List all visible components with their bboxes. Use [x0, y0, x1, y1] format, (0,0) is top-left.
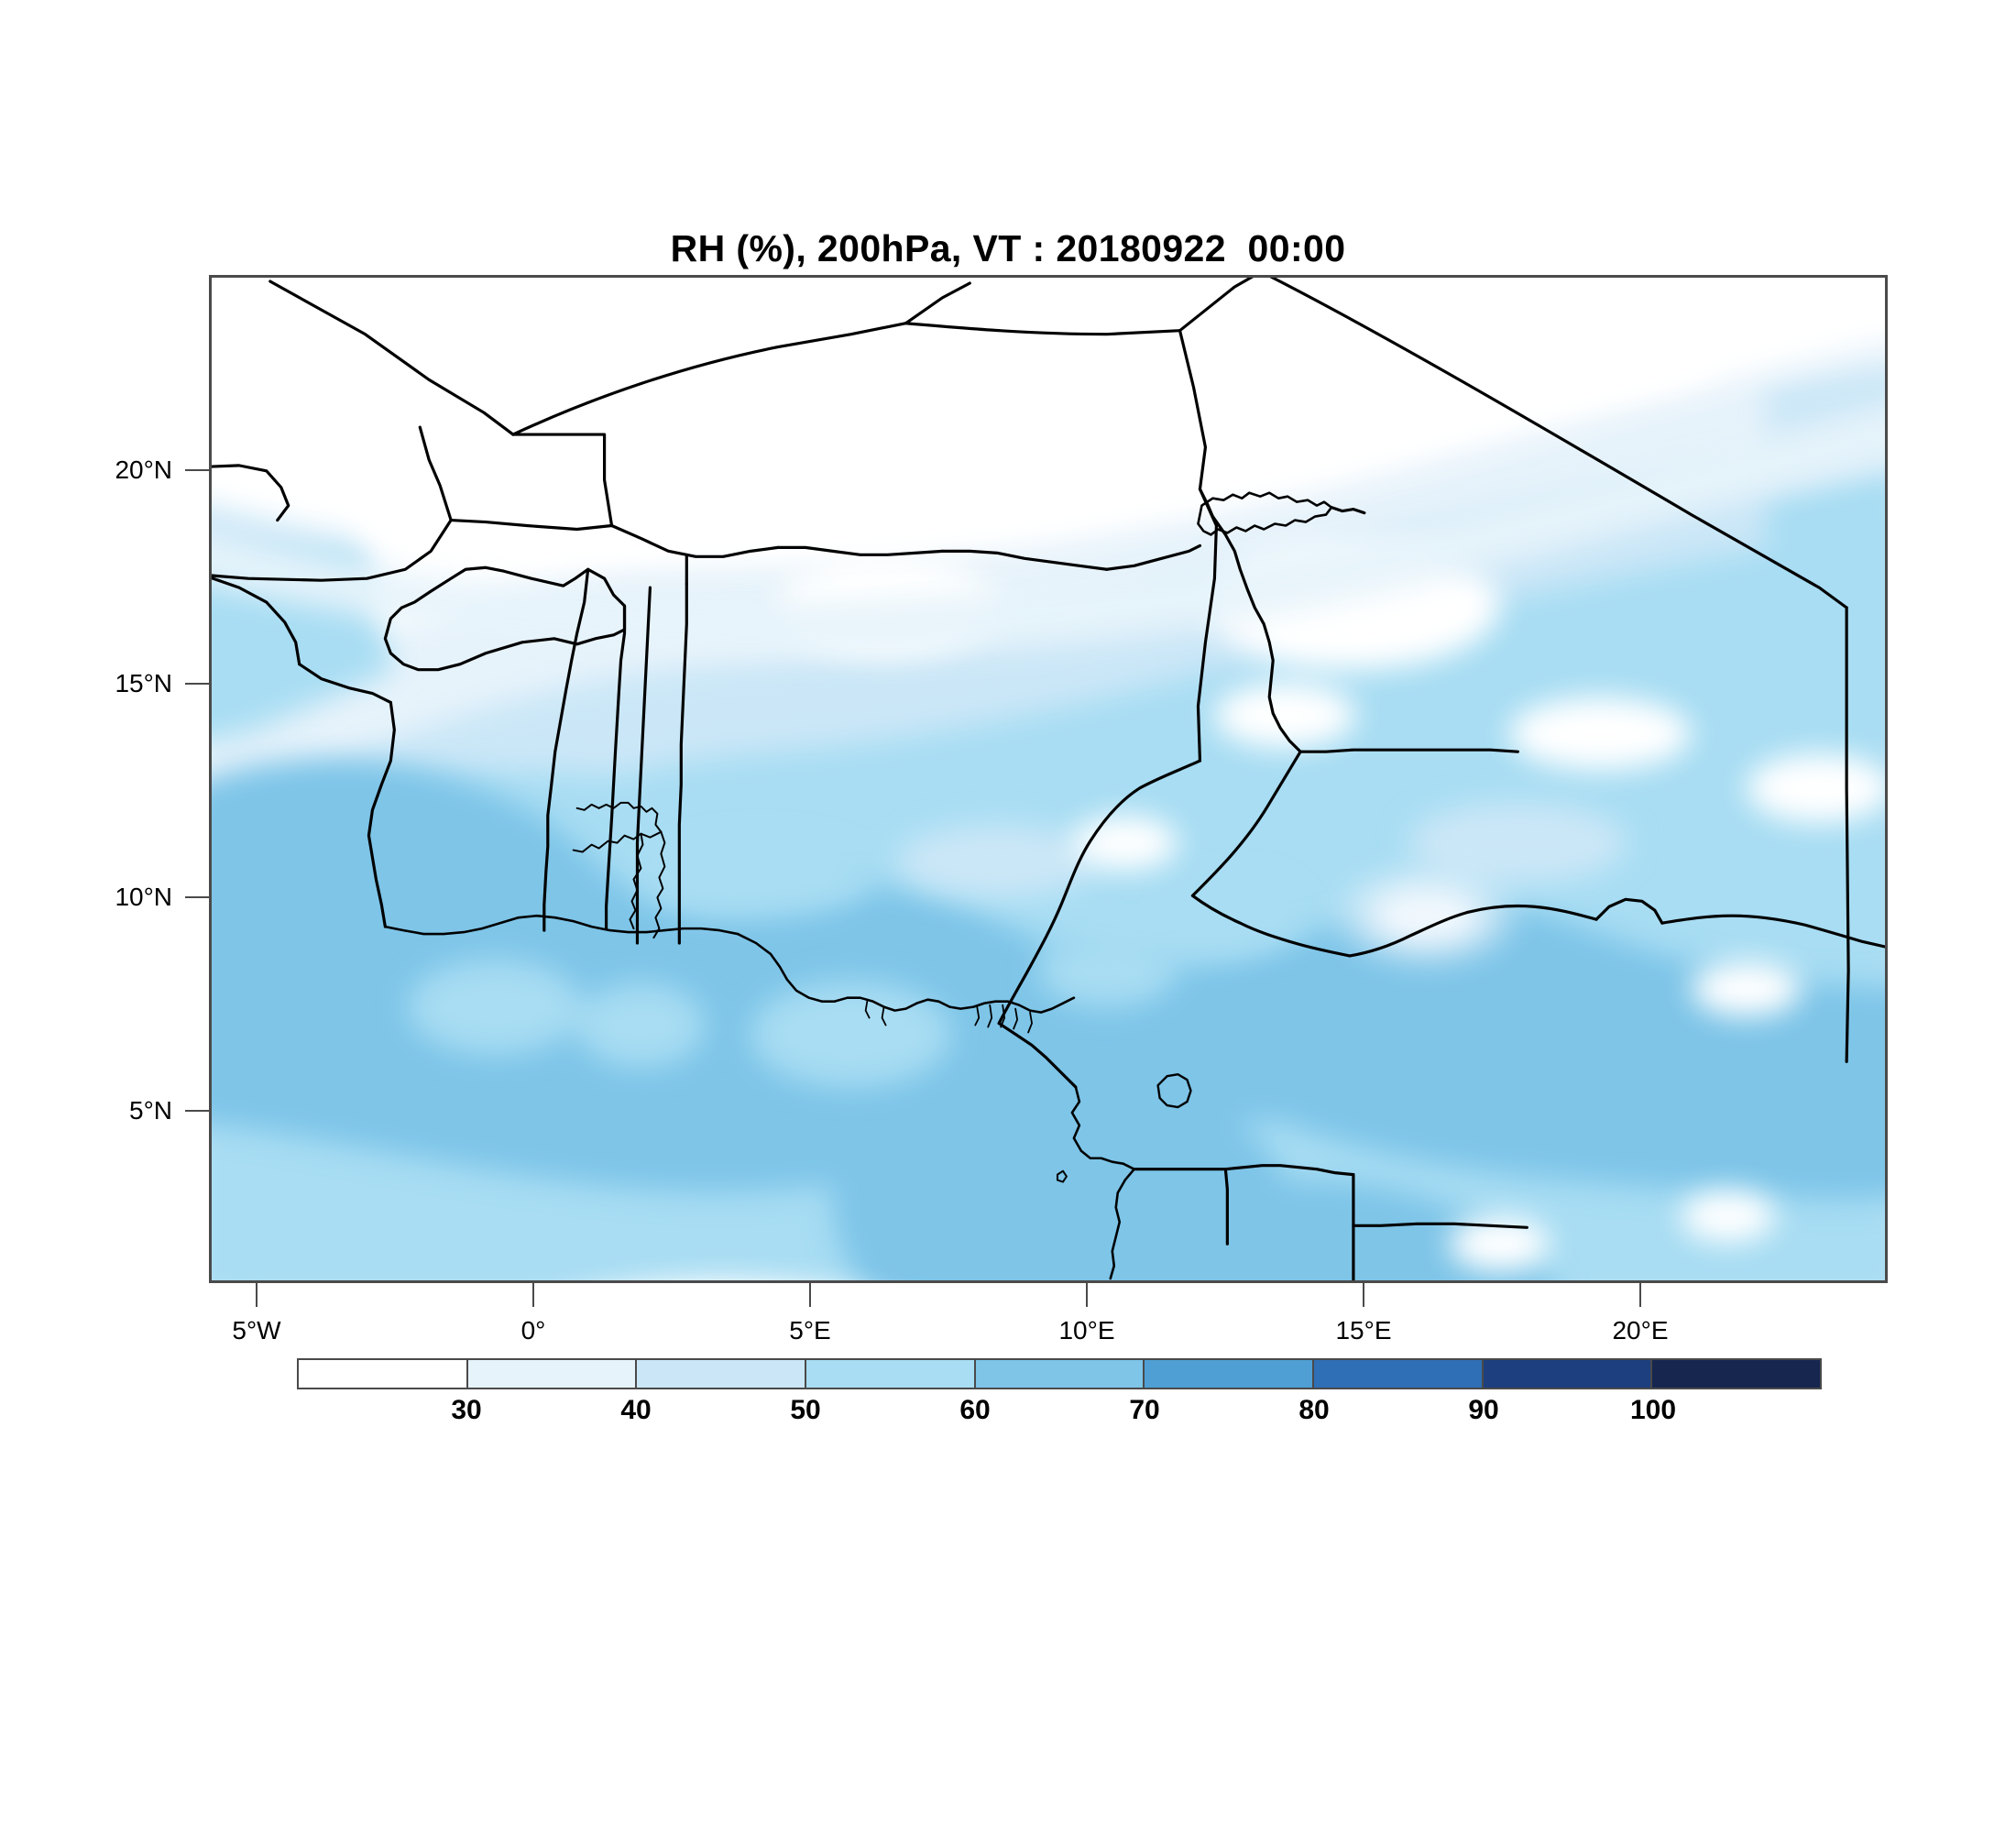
colorbar-segment-4 — [973, 1360, 1144, 1388]
y-tick-20n — [185, 469, 209, 471]
x-tick-15e — [1363, 1283, 1364, 1307]
colorbar-tick-40: 40 — [620, 1395, 652, 1425]
sahara-dry-zone — [212, 278, 1885, 565]
y-tick-label-20n: 20°N — [115, 456, 172, 484]
colorbar-tick-100: 100 — [1629, 1395, 1677, 1425]
country-boundaries — [212, 278, 1885, 1280]
colorbar-segment-0 — [299, 1360, 466, 1388]
colorbar-tick-60: 60 — [959, 1395, 991, 1425]
map-svg — [212, 278, 1885, 1280]
x-tick-5e — [809, 1283, 811, 1307]
colorbar-segment-3 — [805, 1360, 974, 1388]
x-tick-10e — [1086, 1283, 1088, 1307]
x-tick-label-15e: 15°E — [1335, 1316, 1392, 1345]
colorbar-segment-8 — [1650, 1360, 1821, 1388]
colorbar-segment-5 — [1143, 1360, 1313, 1388]
x-tick-0 — [532, 1283, 534, 1307]
y-tick-label-15n: 15°N — [115, 669, 172, 697]
y-tick-15n — [185, 683, 209, 685]
colorbar-segment-2 — [635, 1360, 805, 1388]
rh-contour-fill — [212, 278, 1885, 1280]
colorbar-segment-1 — [466, 1360, 636, 1388]
colorbar-segment-6 — [1312, 1360, 1482, 1388]
sahel-fringe — [212, 405, 1885, 654]
contour-light-pockets — [408, 801, 1627, 1088]
colorbar-segment-7 — [1481, 1360, 1651, 1388]
y-tick-5n — [185, 1110, 209, 1112]
y-tick-label-5n: 5°N — [129, 1096, 172, 1125]
x-tick-label-0: 0° — [520, 1316, 546, 1345]
x-tick-label-5e: 5°E — [789, 1316, 831, 1345]
colorbar-tick-50: 50 — [790, 1395, 821, 1425]
x-tick-5w — [256, 1283, 257, 1307]
colorbar-tick-70: 70 — [1129, 1395, 1160, 1425]
x-tick-label-20e: 20°E — [1612, 1316, 1669, 1345]
y-tick-label-10n: 10°N — [115, 883, 172, 911]
colorbar-tick-90: 90 — [1468, 1395, 1499, 1425]
colorbar-tick-30: 30 — [451, 1395, 482, 1425]
y-tick-10n — [185, 896, 209, 898]
x-tick-label-5w: 5°W — [232, 1316, 281, 1345]
x-tick-20e — [1639, 1283, 1641, 1307]
page-title: RH (%), 200hPa, VT : 20180922 00:00 — [670, 227, 1346, 269]
colorbar-tick-80: 80 — [1298, 1395, 1330, 1425]
colorbar[interactable] — [297, 1358, 1822, 1389]
map-plot-area — [209, 275, 1888, 1283]
x-tick-label-10e: 10°E — [1058, 1316, 1115, 1345]
